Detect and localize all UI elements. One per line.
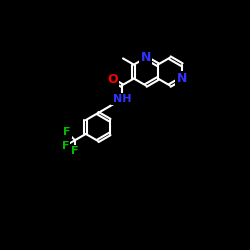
Text: N: N xyxy=(177,72,187,85)
Text: O: O xyxy=(107,74,118,86)
Text: F: F xyxy=(71,146,79,156)
Text: F: F xyxy=(62,141,69,151)
Text: NH: NH xyxy=(112,94,131,104)
Text: F: F xyxy=(64,127,71,137)
Text: N: N xyxy=(141,51,151,64)
